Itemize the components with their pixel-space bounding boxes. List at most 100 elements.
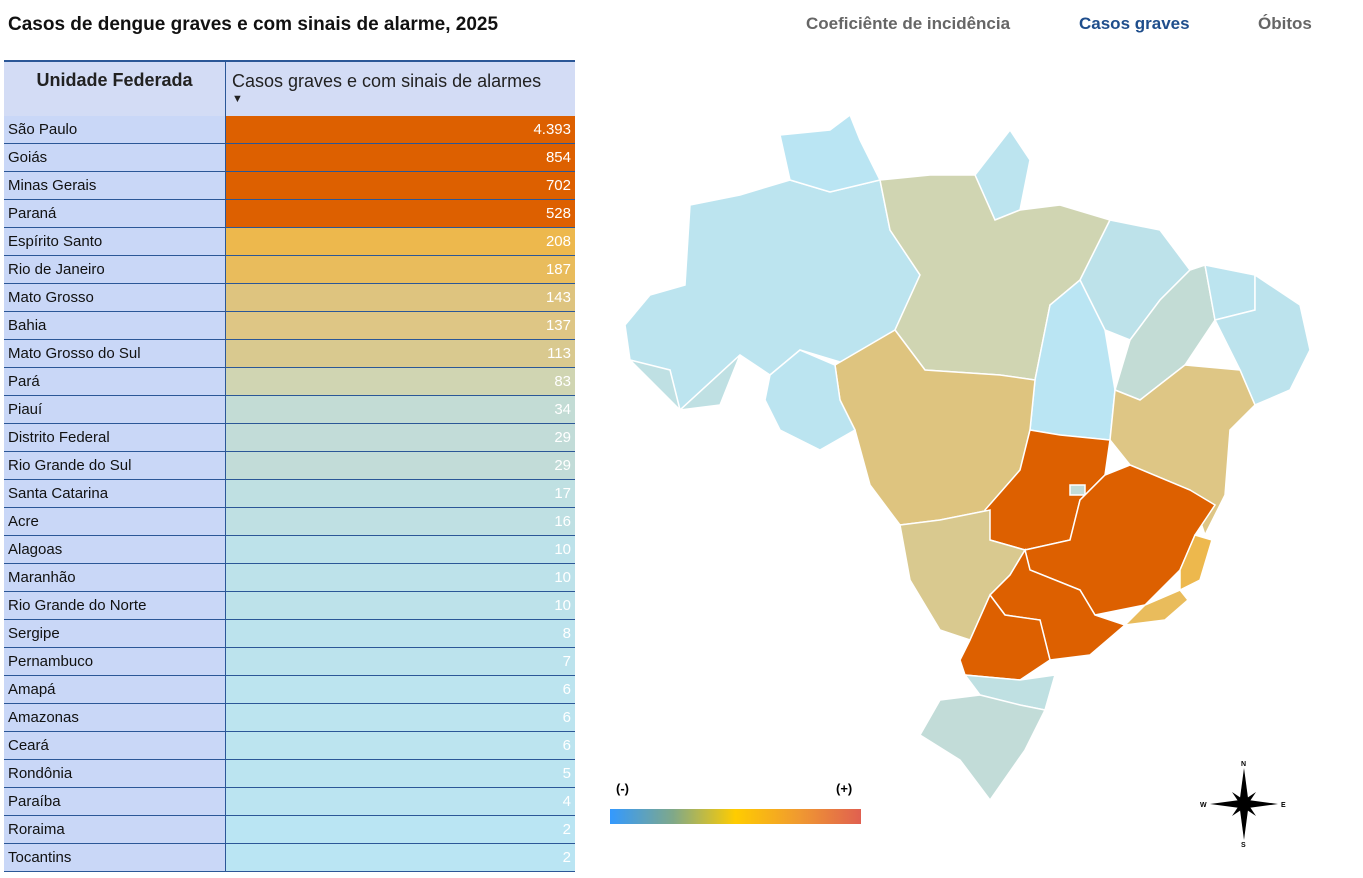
table-row[interactable]: Amazonas 6 xyxy=(4,703,575,732)
uf-name: Paraná xyxy=(4,199,226,228)
table-row[interactable]: Rio Grande do Sul 29 xyxy=(4,451,575,480)
table-row[interactable]: Roraima 2 xyxy=(4,815,575,844)
casos-value: 7 xyxy=(225,647,575,676)
table-row[interactable]: Rio Grande do Norte 10 xyxy=(4,591,575,620)
column-header-casos[interactable]: Casos graves e com sinais de alarmes ▼ xyxy=(225,61,575,116)
compass-s: S xyxy=(1241,842,1246,848)
state-rr[interactable] xyxy=(779,113,882,193)
table-row[interactable]: Amapá 6 xyxy=(4,675,575,704)
uf-name: Amazonas xyxy=(4,703,226,732)
uf-name: Rio de Janeiro xyxy=(4,255,226,284)
uf-name: Mato Grosso xyxy=(4,283,226,312)
table-row[interactable]: Paraíba 4 xyxy=(4,787,575,816)
table-row[interactable]: Paraná 528 xyxy=(4,199,575,228)
casos-value: 4.393 xyxy=(225,116,575,144)
color-scale-legend xyxy=(610,809,861,824)
uf-name: Pernambuco xyxy=(4,647,226,676)
casos-value: 4 xyxy=(225,787,575,816)
casos-value: 2 xyxy=(225,815,575,844)
table-row[interactable]: Rondônia 5 xyxy=(4,759,575,788)
table-row[interactable]: Distrito Federal 29 xyxy=(4,423,575,452)
table-row[interactable]: Pernambuco 7 xyxy=(4,647,575,676)
uf-name: Minas Gerais xyxy=(4,171,226,200)
legend-min-label: (-) xyxy=(616,781,629,796)
tab-obitos[interactable]: Óbitos xyxy=(1258,14,1312,33)
compass-w: W xyxy=(1200,802,1207,809)
table-row[interactable]: Minas Gerais 702 xyxy=(4,171,575,200)
table-row[interactable]: Maranhão 10 xyxy=(4,563,575,592)
compass-n: N xyxy=(1241,761,1246,768)
table-row[interactable]: Tocantins 2 xyxy=(4,843,575,872)
table-row[interactable]: Acre 16 xyxy=(4,507,575,536)
uf-name: Mato Grosso do Sul xyxy=(4,339,226,368)
legend-max-label: (+) xyxy=(836,781,853,796)
compass-e: E xyxy=(1281,802,1286,809)
casos-value: 702 xyxy=(225,171,575,200)
uf-name: Acre xyxy=(4,507,226,536)
casos-value: 8 xyxy=(225,619,575,648)
casos-value: 6 xyxy=(225,675,575,704)
casos-value: 137 xyxy=(225,311,575,340)
state-df[interactable] xyxy=(1069,484,1086,496)
uf-name: Alagoas xyxy=(4,535,226,564)
uf-name: Pará xyxy=(4,367,226,396)
casos-value: 29 xyxy=(225,451,575,480)
casos-value: 143 xyxy=(225,283,575,312)
uf-name: Roraima xyxy=(4,815,226,844)
table-row[interactable]: Rio de Janeiro 187 xyxy=(4,255,575,284)
tab-incidencia[interactable]: Coeficiênte de incidência xyxy=(806,14,1011,33)
casos-value: 208 xyxy=(225,227,575,256)
table-row[interactable]: Santa Catarina 17 xyxy=(4,479,575,508)
table-row[interactable]: Bahia 137 xyxy=(4,311,575,340)
casos-value: 17 xyxy=(225,479,575,508)
uf-name: Amapá xyxy=(4,675,226,704)
table-row[interactable]: Espírito Santo 208 xyxy=(4,227,575,256)
table-row[interactable]: São Paulo 4.393 xyxy=(4,116,575,144)
state-es[interactable] xyxy=(1179,534,1213,592)
table-row[interactable]: Alagoas 10 xyxy=(4,535,575,564)
uf-name: Piauí xyxy=(4,395,226,424)
column-header-uf[interactable]: Unidade Federada xyxy=(4,61,226,116)
uf-name: Sergipe xyxy=(4,619,226,648)
table-row[interactable]: Piauí 34 xyxy=(4,395,575,424)
uf-name: Rondônia xyxy=(4,759,226,788)
table-row[interactable]: Mato Grosso 143 xyxy=(4,283,575,312)
casos-value: 83 xyxy=(225,367,575,396)
casos-value: 854 xyxy=(225,143,575,172)
casos-value: 10 xyxy=(225,535,575,564)
state-pr[interactable] xyxy=(959,593,1051,681)
uf-name: Paraíba xyxy=(4,787,226,816)
casos-value: 113 xyxy=(225,339,575,368)
tab-casos-graves[interactable]: Casos graves xyxy=(1079,14,1190,33)
tab-bar: Coeficiênte de incidência Casos graves Ó… xyxy=(0,14,1363,38)
uf-name: Rio Grande do Norte xyxy=(4,591,226,620)
state-rs[interactable] xyxy=(918,694,1047,802)
casos-value: 34 xyxy=(225,395,575,424)
casos-value: 10 xyxy=(225,563,575,592)
sort-descending-icon: ▼ xyxy=(232,93,243,105)
uf-name: Espírito Santo xyxy=(4,227,226,256)
casos-value: 16 xyxy=(225,507,575,536)
uf-name: Ceará xyxy=(4,731,226,760)
uf-name: Maranhão xyxy=(4,563,226,592)
uf-name: Goiás xyxy=(4,143,226,172)
state-ro[interactable] xyxy=(764,349,856,451)
state-rj[interactable] xyxy=(1122,589,1190,627)
table-row[interactable]: Mato Grosso do Sul 113 xyxy=(4,339,575,368)
page-title: Casos de dengue graves e com sinais de a… xyxy=(8,14,499,35)
uf-name: Tocantins xyxy=(4,843,226,872)
uf-name: Distrito Federal xyxy=(4,423,226,452)
state-ba[interactable] xyxy=(1109,364,1256,537)
casos-value: 6 xyxy=(225,703,575,732)
column-header-label: Casos graves e com sinais de alarmes xyxy=(232,71,542,91)
state-mg[interactable] xyxy=(1024,464,1217,616)
casos-value: 6 xyxy=(225,731,575,760)
brazil-map xyxy=(624,113,1311,802)
casos-value: 528 xyxy=(225,199,575,228)
table-row[interactable]: Pará 83 xyxy=(4,367,575,396)
table-row[interactable]: Ceará 6 xyxy=(4,731,575,760)
state-ac[interactable] xyxy=(627,354,741,412)
uf-name: São Paulo xyxy=(4,116,226,144)
table-row[interactable]: Sergipe 8 xyxy=(4,619,575,648)
table-row[interactable]: Goiás 854 xyxy=(4,143,575,172)
